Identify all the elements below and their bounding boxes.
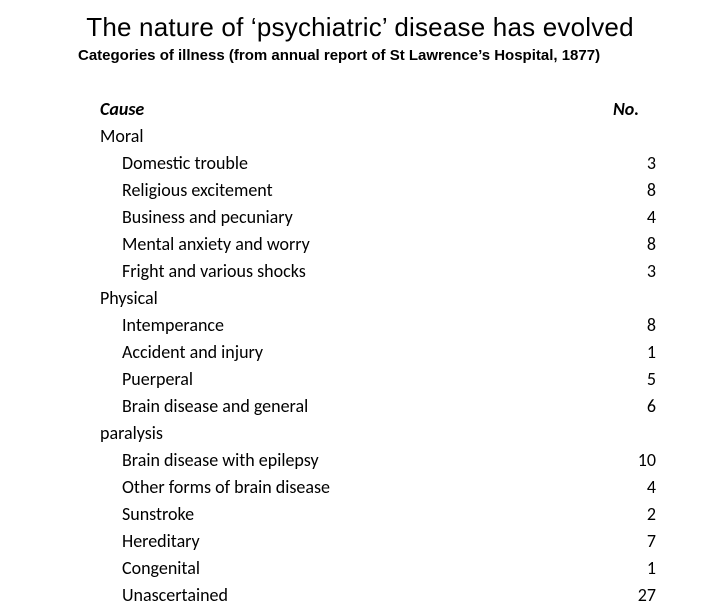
table-row: Other forms of brain disease 4 <box>100 474 656 501</box>
table-row: Puerperal 5 <box>100 366 656 393</box>
cause-cell: Sunstroke <box>100 501 500 528</box>
cause-cell: Physical <box>100 285 500 312</box>
cause-cell: Business and pecuniary <box>100 204 500 231</box>
cause-cell: Hereditary <box>100 528 500 555</box>
table-header-row: Cause No. <box>100 96 656 123</box>
table-row: Hereditary 7 <box>100 528 656 555</box>
header-no: No. <box>596 96 656 123</box>
table-row: Mental anxiety and worry 8 <box>100 231 656 258</box>
no-cell: 8 <box>596 312 656 339</box>
slide-title: The nature of ‘psychiatric’ disease has … <box>0 0 720 47</box>
no-cell: 7 <box>596 528 656 555</box>
table-row: Sunstroke 2 <box>100 501 656 528</box>
no-cell: 3 <box>596 150 656 177</box>
no-cell: 2 <box>596 501 656 528</box>
cause-cell: Brain disease with epilepsy <box>100 447 500 474</box>
table-row: paralysis <box>100 420 656 447</box>
cause-cell: Mental anxiety and worry <box>100 231 500 258</box>
categories-table: Cause No. MoralDomestic trouble3Religiou… <box>0 70 720 609</box>
table-row: Business and pecuniary 4 <box>100 204 656 231</box>
cause-cell: Domestic trouble <box>100 150 500 177</box>
no-cell: 1 <box>596 339 656 366</box>
cause-cell: Intemperance <box>100 312 500 339</box>
table-row: Religious excitement 8 <box>100 177 656 204</box>
no-cell: 3 <box>596 258 656 285</box>
no-cell: 8 <box>596 231 656 258</box>
table-row: Physical <box>100 285 656 312</box>
no-cell: 5 <box>596 366 656 393</box>
cause-cell: Congenital <box>100 555 500 582</box>
slide-subtitle: Categories of illness (from annual repor… <box>0 47 720 70</box>
cause-cell: Unascertained <box>100 582 500 609</box>
table-row: Brain disease and general 6 <box>100 393 656 420</box>
no-cell: 1 <box>596 555 656 582</box>
cause-cell: Fright and various shocks <box>100 258 500 285</box>
table-row: Moral <box>100 123 656 150</box>
table-row: Congenital 1 <box>100 555 656 582</box>
no-cell: 6 <box>596 393 656 420</box>
cause-cell: Other forms of brain disease <box>100 474 500 501</box>
table-row: Accident and injury 1 <box>100 339 656 366</box>
table-row: Intemperance 8 <box>100 312 656 339</box>
cause-cell: Puerperal <box>100 366 500 393</box>
table-row: Domestic trouble 3 <box>100 150 656 177</box>
cause-cell: Accident and injury <box>100 339 500 366</box>
cause-cell: paralysis <box>100 420 500 447</box>
no-cell: 4 <box>596 474 656 501</box>
no-cell: 10 <box>596 447 656 474</box>
cause-cell: Brain disease and general <box>100 393 500 420</box>
header-cause: Cause <box>100 96 500 123</box>
cause-cell: Moral <box>100 123 500 150</box>
table-row: Brain disease with epilepsy 10 <box>100 447 656 474</box>
no-cell: 27 <box>596 582 656 609</box>
no-cell: 8 <box>596 177 656 204</box>
table-row: Unascertained 27 <box>100 582 656 609</box>
table-row: Fright and various shocks 3 <box>100 258 656 285</box>
cause-cell: Religious excitement <box>100 177 500 204</box>
no-cell: 4 <box>596 204 656 231</box>
